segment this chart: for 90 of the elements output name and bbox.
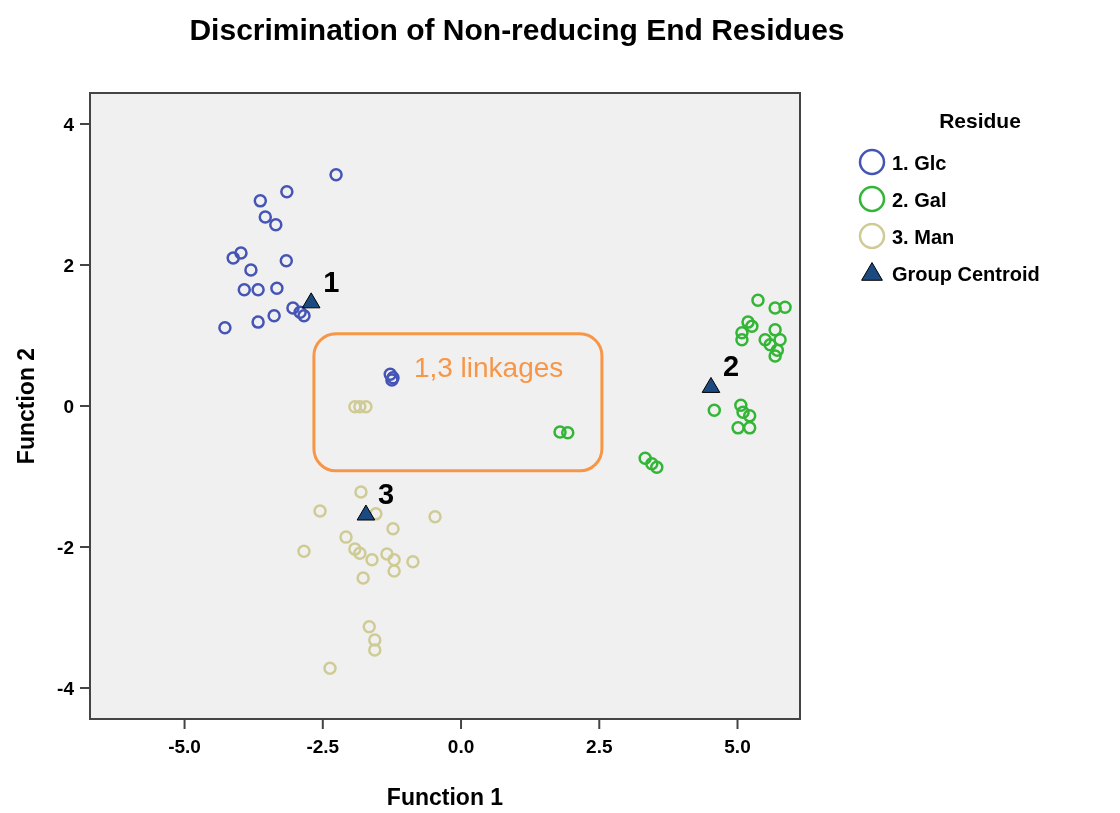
point [356,504,376,521]
x-tick-label: 5.0 [724,736,751,757]
point [736,405,750,420]
point [297,309,311,323]
point [362,619,376,634]
point [323,661,337,675]
point [226,251,240,265]
point [387,564,401,578]
y-tick-label: 4 [63,114,75,136]
point [778,300,792,315]
point [329,168,343,182]
point [561,426,575,440]
annotation: 1,3 linkages [413,351,564,383]
y-tick-label: 0 [63,396,74,417]
point [751,293,765,308]
point [280,184,294,199]
point [701,376,721,393]
point [356,571,370,585]
point [735,325,749,340]
point [237,282,252,297]
point [293,305,307,319]
annotation: 1 [323,265,340,298]
point [269,218,283,232]
point [251,315,265,329]
point [768,301,782,315]
point [406,555,420,569]
point [286,301,300,315]
y-axis-title: Function 2 [13,347,39,465]
point [742,409,757,423]
point [770,343,785,358]
point [270,281,284,296]
point [650,460,664,475]
point [645,457,659,471]
point [348,542,362,556]
chart-title: Discrimination of Non-reducing End Residues [189,13,845,46]
point [301,292,321,309]
point [354,485,368,499]
point [348,399,362,414]
legend-label: 2. Gal [892,189,947,211]
legend-title: Residue [939,109,1021,132]
x-tick-label: 2.5 [586,736,613,757]
point [359,399,373,414]
point [387,552,401,567]
point [735,332,749,347]
point [279,254,294,268]
point [339,530,353,544]
point [380,547,394,561]
x-tick-label: -2.5 [306,736,340,757]
point [386,521,400,536]
point [773,332,787,347]
point [369,507,383,521]
point [368,633,382,647]
point [741,315,755,329]
point [768,349,782,363]
point [353,546,367,561]
point [368,643,382,657]
point [553,425,567,439]
point [742,421,757,435]
point [768,323,782,337]
point [428,509,442,524]
point [297,544,311,558]
point [244,263,258,277]
point [267,309,281,323]
x-tick-label: 0.0 [447,736,475,757]
point [383,367,398,382]
point [251,282,265,297]
point [313,504,327,518]
point [731,421,745,435]
legend-label: 1. Glc [892,152,947,174]
point [253,194,268,208]
point [758,332,772,347]
point [707,403,722,417]
point [638,451,652,465]
legend-label: Group Centroid [892,263,1040,285]
point [353,399,367,414]
point [734,398,748,413]
annotation: 2 [722,350,740,383]
point [365,552,379,567]
point [218,321,232,335]
legend-label: 3. Man [892,226,955,248]
y-tick-label: -2 [57,536,74,558]
point [258,210,273,224]
y-tick-label: -4 [57,677,75,699]
x-tick-label: -5.0 [168,736,201,757]
point [745,319,759,334]
point [234,246,248,260]
x-axis-title: Function 1 [386,784,504,810]
point [763,337,777,352]
annotation: 3 [377,477,395,510]
y-tick-label: 2 [63,255,74,277]
